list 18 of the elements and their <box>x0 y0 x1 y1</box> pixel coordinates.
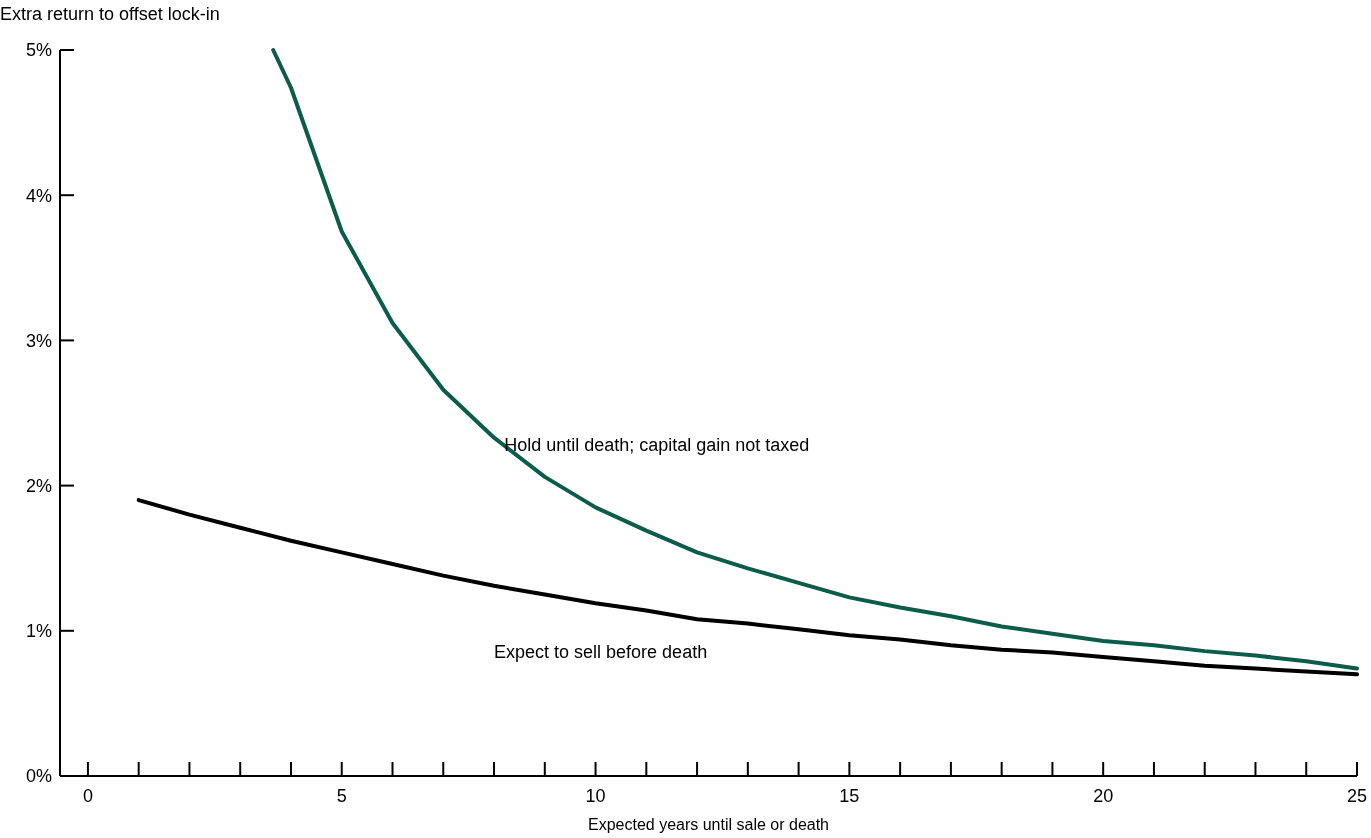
x-tick-label: 10 <box>585 786 606 806</box>
line-series <box>271 48 1359 671</box>
line-series <box>136 498 1359 677</box>
x-tick-label: 5 <box>336 786 347 806</box>
y-tick-label: 4% <box>25 185 52 206</box>
y-tick-label: 3% <box>25 330 52 351</box>
y-tick-label: 5% <box>25 40 52 61</box>
x-tick-label: 25 <box>1346 786 1368 806</box>
x-tick-label: 0 <box>82 786 93 806</box>
series-label: Hold until death; capital gain not taxed <box>504 434 810 455</box>
series-label: Expect to sell before death <box>494 641 708 662</box>
x-axis-title: Expected years until sale or death <box>587 816 830 833</box>
y-axis-title: Extra return to offset lock-in <box>0 4 220 24</box>
x-tick-label: 15 <box>839 786 860 806</box>
y-tick-label: 0% <box>25 766 52 787</box>
y-tick-label: 2% <box>25 475 52 496</box>
x-tick-label: 20 <box>1093 786 1114 806</box>
y-tick-label: 1% <box>25 621 52 642</box>
